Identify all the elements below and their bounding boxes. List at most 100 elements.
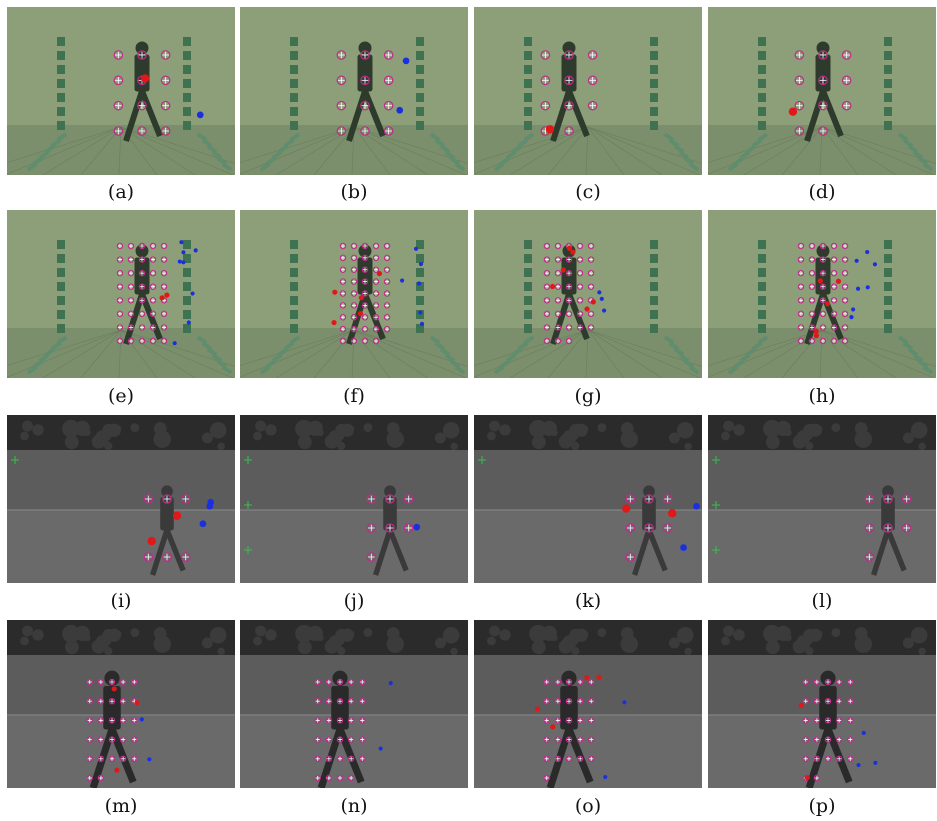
false-marker — [196, 111, 204, 119]
false-marker — [856, 762, 861, 768]
matched-marker — [565, 717, 573, 724]
pillar-block — [524, 254, 532, 263]
matched-marker — [554, 256, 562, 263]
matched-marker — [797, 283, 805, 290]
person-silhouette — [373, 485, 409, 576]
matched-marker — [325, 736, 333, 743]
matched-marker — [372, 314, 380, 321]
tree-foliage — [784, 634, 792, 642]
pillar-block — [884, 79, 892, 88]
matched-marker — [347, 736, 355, 743]
matched-marker — [138, 283, 146, 290]
matched-marker — [565, 337, 573, 345]
matched-marker — [131, 717, 138, 724]
tree-foliage — [597, 423, 607, 433]
matched-marker — [587, 310, 595, 318]
matched-marker — [127, 256, 135, 263]
matched-marker — [587, 75, 598, 86]
floor-line — [547, 126, 589, 175]
floor-line — [240, 329, 355, 378]
tree-foliage — [434, 637, 446, 649]
person-leg — [632, 529, 652, 576]
matched-marker — [160, 324, 168, 331]
matched-marker — [143, 494, 154, 504]
matched-marker — [160, 100, 171, 111]
tree-foliage — [721, 431, 730, 441]
pillar-block — [524, 282, 532, 291]
person-torso — [815, 54, 831, 92]
matched-marker — [383, 126, 394, 136]
panel-svg — [708, 210, 936, 378]
matched-marker — [119, 717, 127, 724]
panel-caption: (o) — [574, 795, 602, 817]
matched-marker — [366, 552, 377, 562]
false-marker — [179, 240, 184, 245]
matched-marker — [361, 266, 369, 273]
pillar-block — [183, 65, 191, 74]
pillar-block — [57, 37, 65, 46]
matched-marker — [149, 297, 157, 304]
pillar-block — [290, 282, 298, 291]
false-marker — [418, 261, 424, 267]
matched-marker — [794, 75, 805, 86]
matched-marker — [841, 75, 852, 86]
tree-foliage — [386, 635, 404, 653]
matched-marker — [813, 774, 821, 782]
false-marker — [206, 502, 214, 510]
person-leg — [123, 90, 145, 142]
matched-marker — [543, 310, 551, 318]
matched-marker — [97, 736, 105, 743]
pillar-block — [884, 65, 892, 74]
panel-image — [7, 7, 235, 175]
matched-marker — [339, 266, 347, 273]
panel-caption: (e) — [107, 385, 135, 407]
tree-foliage — [295, 624, 313, 643]
person-torso — [357, 257, 373, 295]
missed-marker — [172, 511, 182, 521]
matched-marker — [383, 278, 391, 285]
person-leg — [108, 727, 137, 784]
matched-marker — [116, 324, 124, 331]
matched-marker — [113, 126, 124, 136]
person-leg — [804, 293, 826, 345]
matched-marker — [137, 126, 147, 136]
matched-marker — [160, 50, 171, 60]
tree-foliage — [529, 624, 547, 643]
matched-marker — [127, 324, 135, 331]
person-leg — [346, 90, 368, 142]
tree-foliage — [531, 640, 546, 655]
matched-marker — [576, 283, 584, 290]
floor-line — [821, 126, 859, 175]
matched-marker — [808, 337, 816, 345]
matched-marker — [361, 337, 369, 345]
matched-marker — [127, 283, 135, 290]
matched-marker — [108, 717, 116, 724]
tree-foliage — [83, 634, 91, 642]
pillar-block — [884, 121, 892, 130]
matched-marker — [372, 325, 380, 333]
missed-marker — [159, 295, 165, 301]
matched-marker — [160, 126, 171, 136]
person-head — [332, 670, 348, 686]
matched-marker — [835, 755, 843, 762]
tree-foliage — [297, 435, 312, 450]
matched-marker — [841, 297, 849, 304]
matched-marker — [565, 283, 573, 290]
panel-caption: (n) — [340, 795, 368, 817]
pillar-block — [884, 51, 892, 60]
pillar-block — [57, 240, 65, 249]
matched-marker — [361, 278, 369, 285]
missed-marker — [376, 270, 383, 277]
matched-marker — [131, 755, 138, 762]
pillar-block — [57, 296, 65, 305]
matched-marker — [359, 755, 366, 762]
pillar-block — [416, 121, 424, 130]
matched-marker — [587, 269, 595, 277]
tree-foliage — [676, 626, 694, 644]
matched-marker — [588, 697, 595, 705]
missed-marker — [798, 702, 804, 708]
panel-caption: (m) — [104, 795, 138, 817]
pillar-block — [884, 324, 892, 333]
matched-marker — [819, 242, 827, 250]
floor-line — [587, 329, 663, 378]
